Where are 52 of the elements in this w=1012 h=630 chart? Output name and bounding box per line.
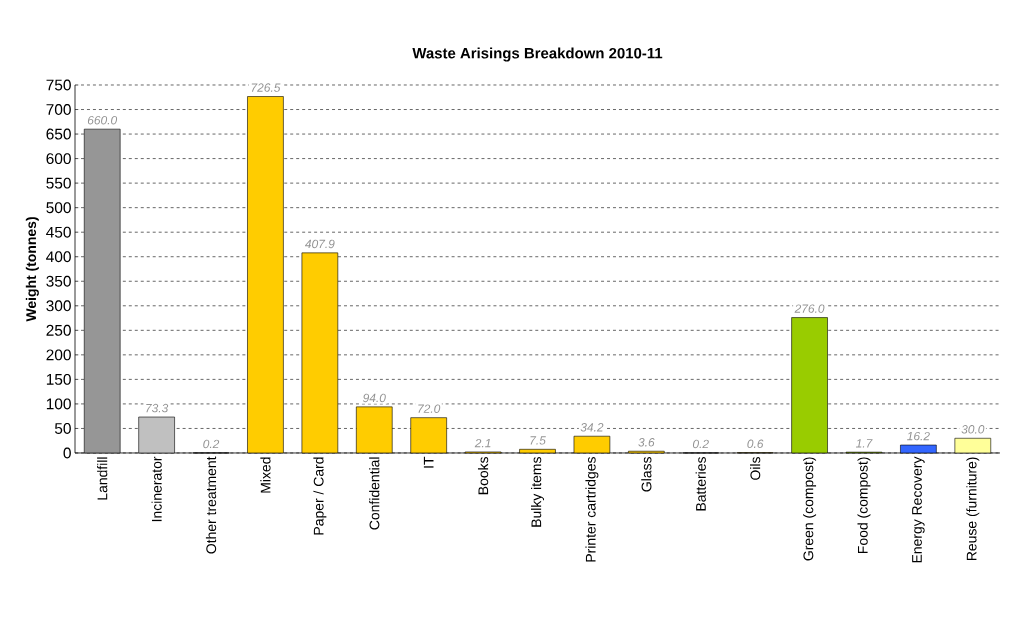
data-label: 3.6 xyxy=(638,438,655,447)
data-label: 73.3 xyxy=(146,403,169,413)
chart-title: Waste Arisings Breakdown 2010-11 xyxy=(412,47,663,62)
data-label: 660.0 xyxy=(87,115,118,125)
x-tick-label: Batteries xyxy=(695,457,706,511)
y-tick-label: 350 xyxy=(46,275,71,287)
y-tick-label: 600 xyxy=(46,153,71,165)
x-tick-label: Books xyxy=(477,457,489,495)
y-tick-label: 0 xyxy=(63,447,71,459)
y-tick-label: 650 xyxy=(46,128,71,140)
x-tick-label: Food (compost) xyxy=(857,457,871,554)
y-tick-label: 700 xyxy=(46,104,71,115)
x-tick-label: Bulky items xyxy=(531,457,545,527)
data-label: 30.0 xyxy=(961,425,985,434)
y-tick-label: 150 xyxy=(46,373,71,385)
y-tick-label: 750 xyxy=(46,79,71,91)
y-tick-label: 450 xyxy=(46,226,71,238)
x-tick-label: Confidential xyxy=(369,457,380,530)
data-label: 726.5 xyxy=(251,83,281,92)
x-tick-label: Green (compost) xyxy=(803,457,817,561)
y-tick-label: 550 xyxy=(46,177,71,189)
y-axis-title: Weight (tonnes) xyxy=(25,217,39,322)
x-tick-label: Printer cartridges xyxy=(585,457,599,562)
data-label: 2.1 xyxy=(474,438,491,448)
y-tick-label: 50 xyxy=(54,422,71,434)
y-tick-label: 500 xyxy=(46,202,71,214)
x-tick-label: Oils xyxy=(750,457,761,480)
data-label: 72.0 xyxy=(418,404,441,413)
data-label: 1.7 xyxy=(855,439,873,448)
data-label: 276.0 xyxy=(794,304,825,313)
x-tick-label: Incinerator xyxy=(151,456,162,522)
data-label: 7.5 xyxy=(530,436,546,445)
y-tick-label: 200 xyxy=(46,349,71,361)
y-tick-label: 400 xyxy=(46,251,71,263)
data-label: 0.6 xyxy=(747,439,764,448)
x-tick-label: Reuse (furniture) xyxy=(966,457,980,561)
data-label: 16.2 xyxy=(907,431,930,441)
data-label: 34.2 xyxy=(580,423,604,432)
x-tick-label: Paper / Card xyxy=(313,457,327,535)
y-tick-label: 100 xyxy=(46,398,71,410)
y-tick-label: 250 xyxy=(46,324,71,336)
x-tick-label: Landfill xyxy=(97,457,108,500)
y-tick-label: 300 xyxy=(46,300,71,312)
x-tick-label: Energy Recovery xyxy=(912,456,925,563)
x-tick-label: Other treatment xyxy=(205,456,217,554)
data-label: 407.9 xyxy=(304,239,335,249)
x-tick-label: Mixed xyxy=(260,457,271,493)
x-tick-label: Glass xyxy=(641,457,652,492)
data-label: 0.2 xyxy=(203,439,220,449)
data-label: 0.2 xyxy=(692,439,709,449)
data-label: 94.0 xyxy=(363,393,386,403)
x-tick-label: IT xyxy=(423,456,434,468)
